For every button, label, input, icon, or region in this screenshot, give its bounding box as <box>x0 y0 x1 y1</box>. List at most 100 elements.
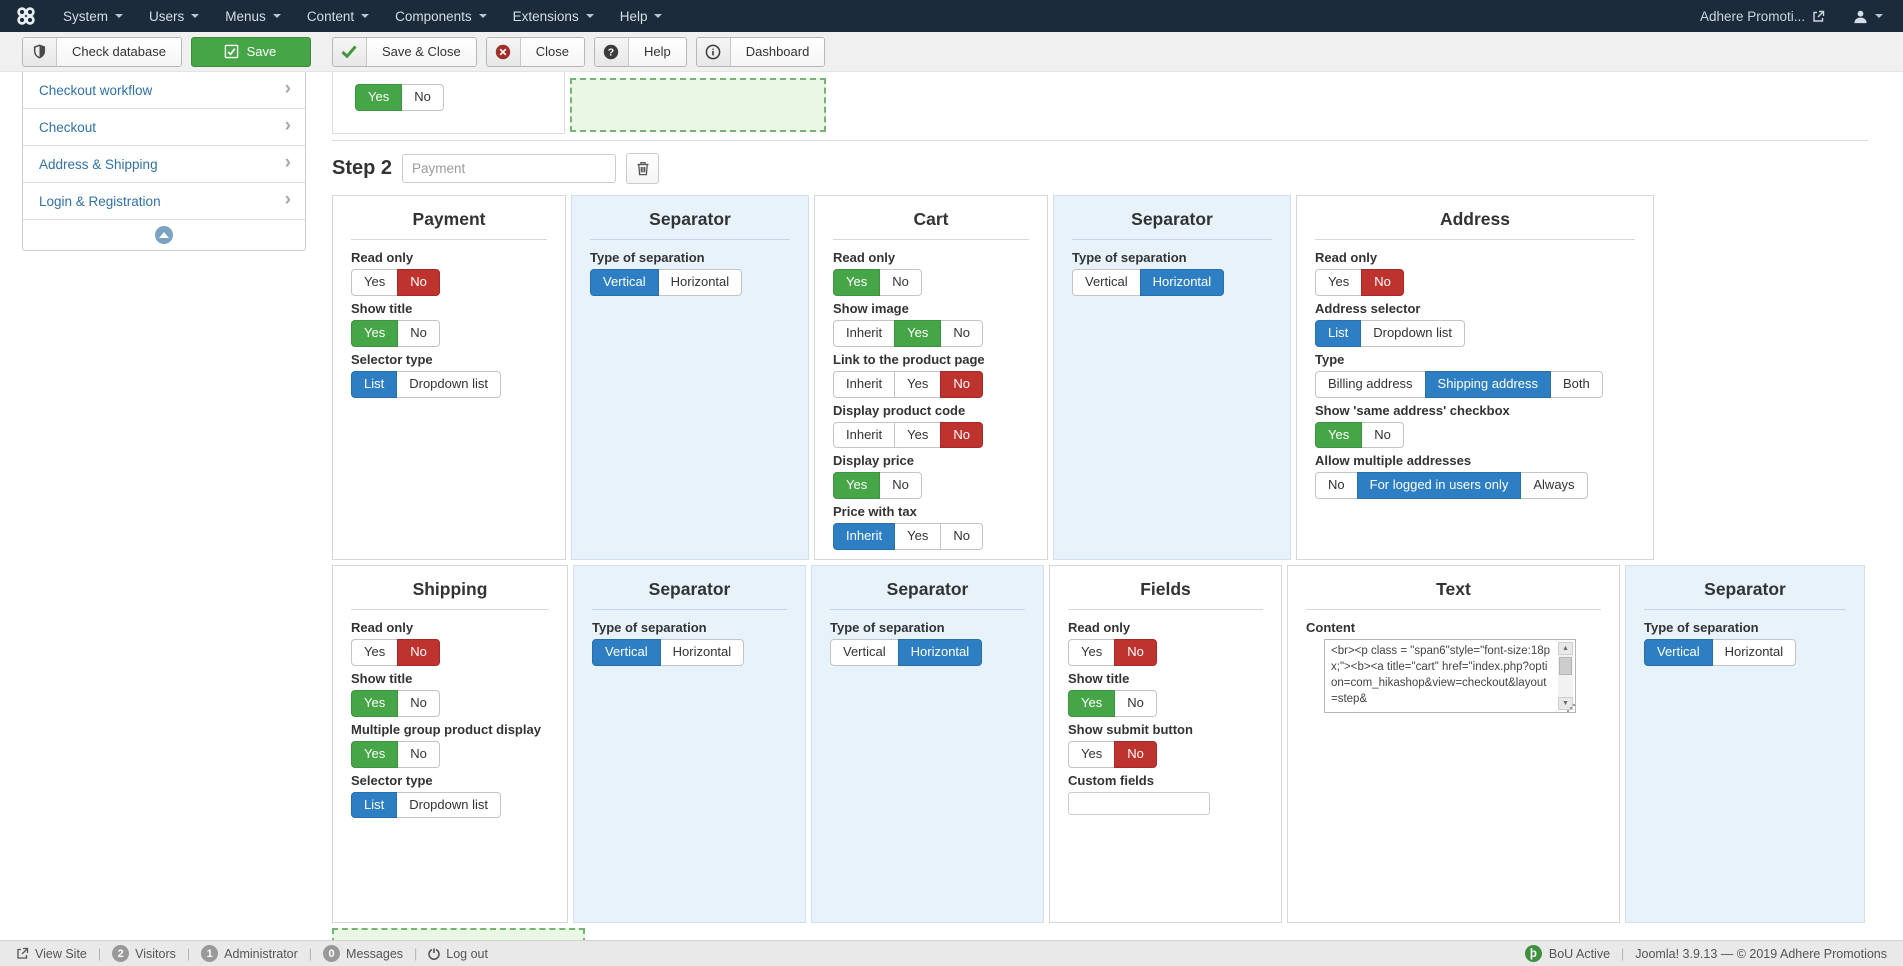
drop-zone[interactable] <box>570 78 826 132</box>
vertical-option[interactable]: Vertical <box>1072 269 1141 296</box>
check-database-button[interactable]: Check database <box>22 36 182 67</box>
yes-option[interactable]: Yes <box>894 370 942 398</box>
no-option[interactable]: No <box>1315 472 1358 500</box>
menu-item-help[interactable]: Help <box>607 0 676 32</box>
yes-option[interactable]: Yes <box>1068 639 1116 666</box>
sidebar-collapse-button[interactable] <box>23 220 305 250</box>
yes-option[interactable]: Yes <box>1315 269 1363 296</box>
custom-fields-input[interactable] <box>1068 791 1210 815</box>
statusbar-item-label: Log out <box>446 946 488 961</box>
no-option[interactable]: No <box>879 269 922 296</box>
inherit-option[interactable]: Inherit <box>833 523 896 551</box>
inherit-option[interactable]: Inherit <box>833 421 896 449</box>
list-option[interactable]: List <box>351 791 398 819</box>
for-logged-in-users-only-option[interactable]: For logged in users only <box>1356 472 1522 500</box>
no-option[interactable]: No <box>940 421 983 449</box>
scrollbar-thumb[interactable] <box>1559 657 1572 675</box>
vertical-option[interactable]: Vertical <box>1644 639 1713 666</box>
billing-address-option[interactable]: Billing address <box>1315 370 1426 398</box>
menu-item-menus[interactable]: Menus <box>212 0 294 32</box>
save-close-button[interactable]: Save & Close <box>331 36 477 67</box>
administrator-link[interactable]: 1 Administrator <box>201 945 298 962</box>
yes-option[interactable]: Yes <box>833 269 881 296</box>
delete-step-button[interactable] <box>626 152 660 184</box>
list-option[interactable]: List <box>1315 319 1362 347</box>
no-option[interactable]: No <box>940 523 983 551</box>
save-button[interactable]: Save <box>190 36 311 67</box>
scroll-up-icon[interactable]: ▲ <box>1558 642 1573 655</box>
yes-option[interactable]: Yes <box>894 523 942 551</box>
sidebar-item-checkout-workflow[interactable]: Checkout workflow › <box>23 72 305 109</box>
shipping-address-option[interactable]: Shipping address <box>1424 370 1552 398</box>
sidebar-item-address-shipping[interactable]: Address & Shipping › <box>23 146 305 183</box>
sidebar-item-checkout[interactable]: Checkout › <box>23 109 305 146</box>
horizontal-option[interactable]: Horizontal <box>657 269 743 296</box>
sidebar-item-login-registration[interactable]: Login & Registration › <box>23 183 305 220</box>
menu-item-extensions[interactable]: Extensions <box>500 0 607 32</box>
yes-option[interactable]: Yes <box>351 639 399 666</box>
no-option[interactable]: No <box>397 319 440 347</box>
yes-option[interactable]: Yes <box>894 319 942 347</box>
content-textarea[interactable]: <br><p class = "span6"style="font-size:1… <box>1324 639 1576 713</box>
yes-option[interactable]: Yes <box>1315 421 1363 449</box>
view-site-link[interactable]: View Site <box>16 947 87 961</box>
list-option[interactable]: List <box>351 370 398 398</box>
yes-option[interactable]: Yes <box>1068 740 1116 768</box>
drop-zone-bottom[interactable] <box>332 928 585 940</box>
field-label: Read only <box>351 250 414 265</box>
horizontal-option[interactable]: Horizontal <box>897 639 983 666</box>
no-option[interactable]: No <box>940 370 983 398</box>
menu-item-users[interactable]: Users <box>136 0 212 32</box>
vertical-option[interactable]: Vertical <box>592 639 661 666</box>
field-show-submit-button: Show submit button Yes No <box>1068 722 1269 768</box>
yes-option[interactable]: Yes <box>355 84 403 111</box>
no-option[interactable]: No <box>1114 639 1157 666</box>
visitors-link[interactable]: 2 Visitors <box>112 945 176 962</box>
user-menu[interactable] <box>1853 9 1883 24</box>
yes-option[interactable]: Yes <box>833 472 881 500</box>
no-option[interactable]: No <box>1361 269 1404 296</box>
no-option[interactable]: No <box>397 689 440 717</box>
both-option[interactable]: Both <box>1550 370 1603 398</box>
dropdown-list-option[interactable]: Dropdown list <box>396 370 501 398</box>
close-button[interactable]: Close <box>485 36 585 67</box>
messages-link[interactable]: 0 Messages <box>323 945 403 962</box>
no-option[interactable]: No <box>1361 421 1404 449</box>
menu-item-content[interactable]: Content <box>294 0 382 32</box>
yes-option[interactable]: Yes <box>894 421 942 449</box>
no-option[interactable]: No <box>1114 689 1157 717</box>
yes-option[interactable]: Yes <box>351 740 399 768</box>
scrollbar-track[interactable] <box>1558 655 1573 697</box>
textarea-scrollbar[interactable]: ▲▼ <box>1558 642 1573 710</box>
yes-option[interactable]: Yes <box>351 319 399 347</box>
vertical-option[interactable]: Vertical <box>590 269 659 296</box>
yes-option[interactable]: Yes <box>351 689 399 717</box>
resize-grip[interactable] <box>1566 703 1575 712</box>
no-option[interactable]: No <box>879 472 922 500</box>
horizontal-option[interactable]: Horizontal <box>1139 269 1225 296</box>
joomla-logo-icon[interactable] <box>0 6 50 26</box>
yes-option[interactable]: Yes <box>1068 689 1116 717</box>
dropdown-list-option[interactable]: Dropdown list <box>396 791 501 819</box>
no-option[interactable]: No <box>397 639 440 666</box>
log-out-link[interactable]: Log out <box>428 947 488 961</box>
no-option[interactable]: No <box>401 84 444 111</box>
no-option[interactable]: No <box>940 319 983 347</box>
vertical-option[interactable]: Vertical <box>830 639 899 666</box>
always-option[interactable]: Always <box>1520 472 1588 500</box>
no-option[interactable]: No <box>1114 740 1157 768</box>
dropdown-list-option[interactable]: Dropdown list <box>1360 319 1465 347</box>
help-button[interactable]: ? Help <box>593 36 687 67</box>
no-option[interactable]: No <box>397 740 440 768</box>
inherit-option[interactable]: Inherit <box>833 319 896 347</box>
no-option[interactable]: No <box>397 269 440 296</box>
inherit-option[interactable]: Inherit <box>833 370 896 398</box>
menu-item-system[interactable]: System <box>50 0 136 32</box>
yes-option[interactable]: Yes <box>351 269 399 296</box>
dashboard-button[interactable]: Dashboard <box>695 36 826 67</box>
horizontal-option[interactable]: Horizontal <box>1711 639 1797 666</box>
step-name-input[interactable] <box>402 153 617 183</box>
menu-item-components[interactable]: Components <box>382 0 500 32</box>
horizontal-option[interactable]: Horizontal <box>659 639 745 666</box>
site-preview-link[interactable]: Adhere Promoti... <box>1700 9 1825 24</box>
